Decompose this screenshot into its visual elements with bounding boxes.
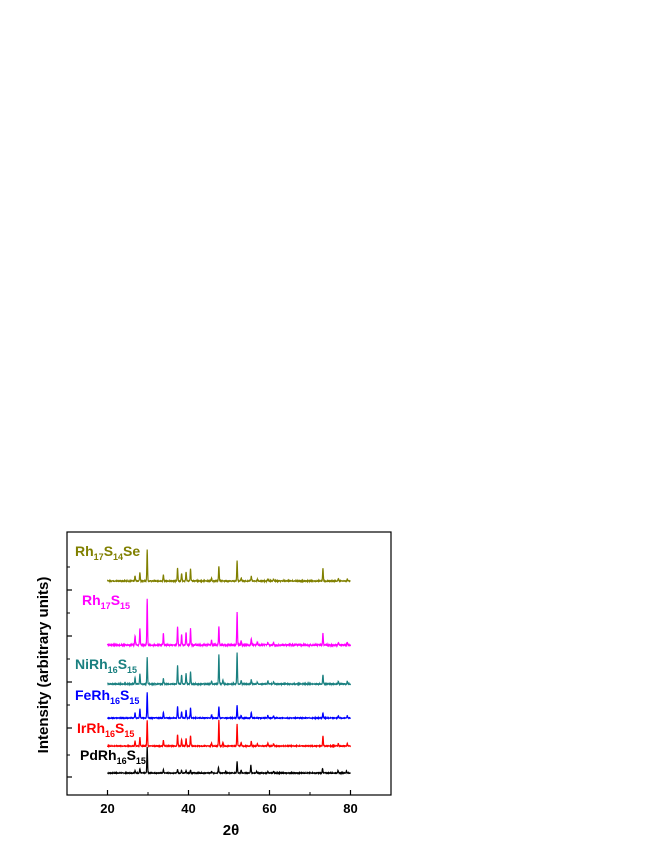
series-line-rh17s15 <box>106 598 352 649</box>
y-axis-title: Intensity (arbitrary units) <box>35 577 52 754</box>
series-label-irrh16s15: IrRh16S15 <box>77 720 134 739</box>
x-tick-label-20: 20 <box>100 801 114 816</box>
plot-layer <box>106 549 352 776</box>
x-tick-label-40: 40 <box>181 801 195 816</box>
series-line-pdrh16s15 <box>107 746 351 776</box>
series-label-rh17s14se: Rh17S14Se <box>75 543 140 562</box>
x-tick-label-80: 80 <box>343 801 357 816</box>
series-line-rh17s14se <box>106 549 351 584</box>
x-tick-label-60: 60 <box>262 801 276 816</box>
series-label-rh17s15: Rh17S15 <box>82 592 130 611</box>
label-layer: PdRh16S15 IrRh16S15 FeRh16S15 NiRh16S15 Rh17… <box>75 543 146 766</box>
series-label-pdrh16s15: PdRh16S15 <box>80 747 146 766</box>
series-label-ferh16s15: FeRh16S15 <box>75 687 139 706</box>
series-line-ferh16s15 <box>107 692 352 721</box>
series-line-nirh16s15 <box>107 652 352 687</box>
axis-layer: 20 40 60 80 <box>66 531 392 816</box>
series-label-nirh16s15: NiRh16S15 <box>75 656 137 675</box>
x-axis-title: 2θ <box>223 822 239 839</box>
series-line-irrh16s15 <box>106 720 351 749</box>
